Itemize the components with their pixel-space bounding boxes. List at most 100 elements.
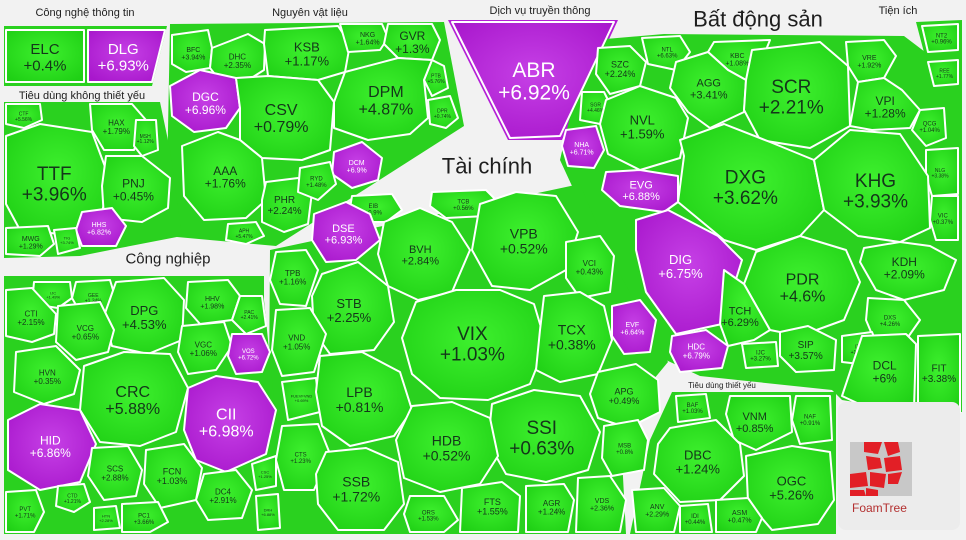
cell-shape[interactable] [859, 241, 957, 301]
stock-cell-vds[interactable]: VDS+2.36% [575, 475, 627, 533]
cell-shape[interactable] [251, 455, 277, 491]
stock-cell-idi[interactable]: IDI+0.44% [679, 503, 713, 533]
stock-cell-nt2[interactable]: NT2+0.96% [921, 23, 959, 53]
cell-shape[interactable] [725, 395, 793, 451]
cell-shape[interactable] [849, 77, 921, 131]
cell-shape[interactable] [561, 125, 605, 169]
cell-shape[interactable] [87, 445, 143, 501]
cell-shape[interactable] [315, 351, 413, 447]
stock-cell-vic[interactable]: VIC+0.37% [929, 195, 959, 241]
cell-shape[interactable] [79, 351, 189, 447]
stock-cell-dig[interactable]: DIG+6.75% [635, 209, 743, 335]
stock-cell-hdb[interactable]: HDB+0.52% [395, 401, 499, 493]
cell-shape[interactable] [225, 221, 265, 245]
cell-shape[interactable] [235, 75, 335, 161]
stock-cell-ctf[interactable]: CTF+5.56% [5, 103, 43, 129]
cell-shape[interactable] [589, 363, 661, 429]
stock-cell-drh[interactable]: DRH+6.88% [255, 493, 281, 531]
stock-cell-nvl[interactable]: NVL+1.59% [599, 85, 689, 171]
stock-cell-dxg[interactable]: DXG+3.62% [677, 123, 825, 251]
stock-cell-fts[interactable]: FTS+1.55% [459, 481, 521, 533]
cell-shape[interactable] [13, 345, 81, 405]
stock-cell-hdc[interactable]: HDC+6.79% [669, 329, 729, 373]
cell-shape[interactable] [195, 469, 253, 521]
cell-shape[interactable] [311, 201, 381, 263]
stock-cell-anv[interactable]: ANV+2.29% [631, 487, 681, 533]
stock-cell-baf[interactable]: BAF+1.03% [675, 393, 711, 423]
cell-shape[interactable] [917, 333, 961, 413]
stock-cell-sip[interactable]: SIP+3.57% [779, 325, 837, 373]
stock-cell-pc1[interactable]: PC1+3.66% [121, 501, 169, 533]
cell-shape[interactable] [601, 169, 679, 213]
cell-shape[interactable] [601, 419, 649, 477]
stock-cell-scr[interactable]: SCR+2.21% [743, 41, 851, 149]
cell-shape[interactable] [813, 129, 931, 243]
cell-shape[interactable] [5, 489, 45, 533]
cell-shape[interactable] [101, 155, 171, 223]
stock-cell-agg[interactable]: AGG+3.41% [669, 51, 747, 129]
cell-shape[interactable] [177, 321, 233, 375]
cell-shape[interactable] [611, 299, 657, 355]
stock-cell-dpg[interactable]: DPG+4.53% [103, 277, 185, 355]
stock-cell-aaa[interactable]: AAA+1.76% [181, 131, 267, 221]
stock-cell-vnm[interactable]: VNM+0.85% [725, 395, 793, 451]
cell-shape[interactable] [743, 41, 851, 149]
stock-cell-abr[interactable]: ABR+6.92% [451, 21, 615, 139]
cell-shape[interactable] [55, 483, 91, 513]
stock-cell-msh[interactable]: MSH+1.12% [133, 119, 159, 157]
stock-cell-stb[interactable]: STB+2.25% [311, 261, 395, 355]
cell-shape[interactable] [741, 341, 779, 369]
cell-shape[interactable] [297, 161, 337, 201]
stock-cell-ksb[interactable]: KSB+1.17% [263, 25, 351, 81]
cell-shape[interactable] [451, 21, 615, 139]
stock-cell-msb[interactable]: MSB+0.8% [601, 419, 649, 477]
stock-cell-ssi[interactable]: SSI+0.63% [487, 389, 601, 483]
stock-cell-vix[interactable]: VIX+1.03% [401, 289, 547, 401]
stock-cell-vpb[interactable]: VPB+0.52% [471, 191, 579, 291]
cell-shape[interactable] [459, 481, 521, 533]
cell-shape[interactable] [227, 333, 271, 375]
stock-cell-asm[interactable]: ASM+0.47% [715, 497, 763, 533]
cell-shape[interactable] [719, 269, 771, 347]
stock-cell-nlg[interactable]: NLG+3.38% [925, 147, 959, 197]
stock-cell-dse[interactable]: DSE+6.93% [311, 201, 381, 263]
cell-shape[interactable] [231, 295, 267, 335]
stock-cell-aph[interactable]: APH+5.47% [225, 221, 265, 245]
stock-cell-vpi[interactable]: VPI+1.28% [849, 77, 921, 131]
stock-cell-nkg[interactable]: NKG+1.64% [339, 23, 389, 53]
stock-cell-khg[interactable]: KHG+3.93% [813, 129, 931, 243]
cell-shape[interactable] [669, 329, 729, 373]
stock-cell-vgc[interactable]: VGC+1.06% [177, 321, 233, 375]
stock-cell-fit[interactable]: FIT+3.38% [917, 333, 961, 413]
cell-shape[interactable] [715, 497, 763, 533]
cell-shape[interactable] [791, 395, 833, 445]
stock-cell-apg[interactable]: APG+0.49% [589, 363, 661, 429]
cell-shape[interactable] [169, 69, 241, 133]
cell-shape[interactable] [921, 23, 959, 53]
cell-shape[interactable] [53, 227, 81, 255]
stock-cell-ree[interactable]: REE+1.77% [927, 59, 959, 87]
cell-shape[interactable] [525, 483, 575, 533]
stock-cell-ctd[interactable]: CTD+1.21% [55, 483, 91, 513]
stock-cell-dpr[interactable]: DPR+0.74% [427, 95, 459, 129]
cell-shape[interactable] [403, 495, 459, 533]
cell-shape[interactable] [93, 505, 121, 531]
stock-cell-kdh[interactable]: KDH+2.09% [859, 241, 957, 301]
cell-shape[interactable] [5, 29, 85, 83]
cell-shape[interactable] [121, 501, 169, 533]
stock-cell-evg[interactable]: EVG+6.88% [601, 169, 679, 213]
stock-cell-ogc[interactable]: OGC+5.26% [745, 445, 835, 531]
stock-cell-mwg[interactable]: MWG+1.29% [5, 225, 55, 257]
cell-shape[interactable] [779, 325, 837, 373]
stock-cell-tig[interactable]: TIG+3.74% [53, 227, 81, 255]
stock-cell-evf[interactable]: EVF+6.64% [611, 299, 657, 355]
stock-cell-hvn[interactable]: HVN+0.35% [13, 345, 81, 405]
stock-cell-pnj[interactable]: PNJ+0.45% [101, 155, 171, 223]
cell-shape[interactable] [395, 401, 499, 493]
stock-cell-dc4[interactable]: DC4+2.91% [195, 469, 253, 521]
cell-shape[interactable] [679, 503, 713, 533]
cell-shape[interactable] [401, 289, 547, 401]
stock-cell-vcg[interactable]: VCG+0.65% [55, 301, 115, 361]
stock-cell-tcx[interactable]: TCX+0.38% [535, 291, 613, 383]
cell-shape[interactable] [315, 447, 405, 531]
